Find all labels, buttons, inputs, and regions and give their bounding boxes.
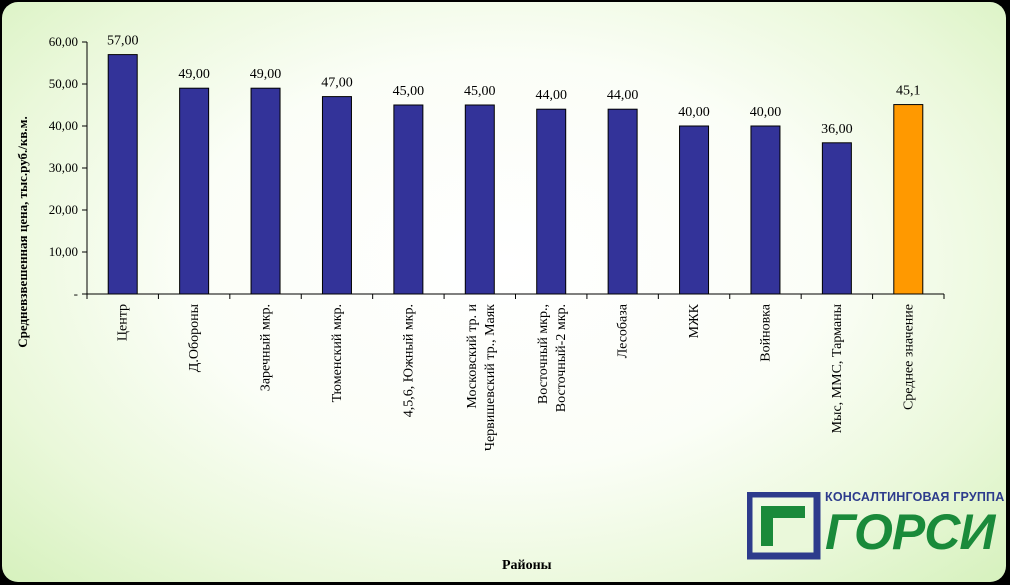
y-axis-title: Средневзвешенная цена, тыс.руб./кв.м. bbox=[15, 116, 30, 348]
y-axis-title-wrap: Средневзвешенная цена, тыс.руб./кв.м. bbox=[10, 42, 36, 422]
bar bbox=[179, 87, 210, 295]
bar bbox=[536, 108, 567, 295]
category-label: Мыс, ММС, Тарманы bbox=[830, 303, 845, 433]
logo-caption: КОНСАЛТИНГОВАЯ ГРУППА bbox=[825, 490, 1005, 504]
bar bbox=[821, 142, 852, 295]
data-label: 40,00 bbox=[678, 105, 710, 120]
data-label: 44,00 bbox=[535, 88, 567, 103]
category-label: Лесобаза bbox=[616, 303, 631, 358]
y-tick-label: 60,00 bbox=[49, 34, 78, 49]
bar bbox=[321, 96, 352, 295]
y-tick-label: - bbox=[74, 286, 78, 301]
category-label: 4,5,6, Южный мкр. bbox=[401, 304, 416, 417]
bar bbox=[250, 87, 281, 295]
bar bbox=[464, 104, 495, 295]
category-label: Войновка bbox=[758, 303, 773, 362]
data-label: 45,00 bbox=[393, 84, 425, 99]
logo-wordmark: ГОРСИ bbox=[825, 504, 995, 560]
bar bbox=[107, 54, 138, 295]
bar bbox=[393, 104, 424, 295]
x-axis-title: Районы bbox=[502, 558, 552, 573]
category-label: Восточный мкр., Восточный-2 мкр. bbox=[536, 304, 569, 412]
category-label: Московский тр. и Червишевский тр., Маяк bbox=[465, 303, 498, 451]
category-label: Заречный мкр. bbox=[259, 304, 274, 391]
y-tick-label: 50,00 bbox=[49, 76, 78, 91]
data-label: 57,00 bbox=[107, 34, 139, 49]
data-label: 36,00 bbox=[821, 122, 853, 137]
y-tick-label: 40,00 bbox=[49, 118, 78, 133]
bar bbox=[607, 108, 638, 295]
data-label: 47,00 bbox=[321, 76, 353, 91]
bar bbox=[893, 104, 924, 295]
category-label: Тюменский мкр. bbox=[330, 304, 345, 402]
bar bbox=[750, 125, 781, 295]
logo-mark bbox=[747, 492, 821, 560]
data-label: 45,00 bbox=[464, 84, 496, 99]
data-label: 49,00 bbox=[250, 67, 282, 82]
data-label: 40,00 bbox=[750, 105, 782, 120]
y-tick-label: 10,00 bbox=[49, 244, 78, 259]
category-label: Центр bbox=[116, 304, 131, 341]
company-logo: КОНСАЛТИНГОВАЯ ГРУППА ГОРСИ bbox=[747, 490, 1004, 562]
bar bbox=[679, 125, 710, 295]
category-label: Среднее значение bbox=[901, 304, 916, 410]
y-tick-label: 20,00 bbox=[49, 202, 78, 217]
category-label: МЖК bbox=[687, 303, 702, 338]
data-label: 49,00 bbox=[178, 67, 210, 82]
y-tick-label: 30,00 bbox=[49, 160, 78, 175]
category-label: Д.Обороны bbox=[187, 303, 202, 372]
data-label: 44,00 bbox=[607, 88, 639, 103]
data-label: 45,1 bbox=[896, 84, 921, 99]
